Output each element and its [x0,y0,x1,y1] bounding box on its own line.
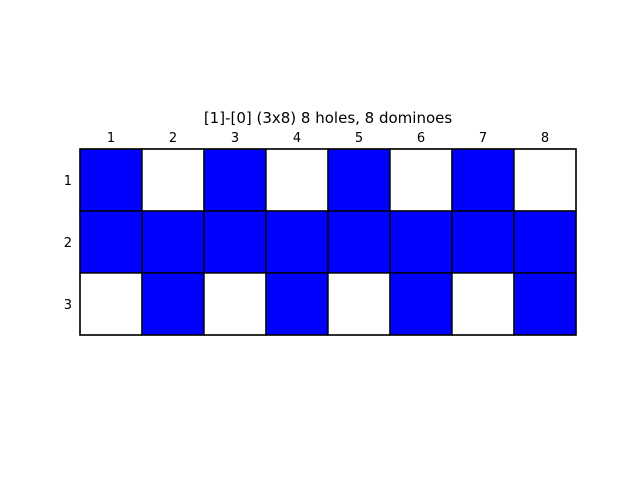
grid-cell-r2-c5 [327,210,391,274]
grid-cell-r3-c1 [79,272,143,336]
grid-cell-r1-c5 [327,148,391,212]
grid-cell-r3-c3 [203,272,267,336]
grid-cell-r1-c3 [203,148,267,212]
row-label: 3 [64,298,72,313]
grid-cell-r2-c7 [451,210,515,274]
grid-cell-r1-c4 [265,148,329,212]
board-frame [79,148,577,336]
column-labels: 1 2 3 4 5 6 7 8 [107,131,549,146]
column-label: 2 [169,131,177,146]
chart-title: [1]-[0] (3x8) 8 holes, 8 dominoes [204,109,453,127]
grid-cell-r1-c8 [513,148,577,212]
column-label: 8 [541,131,549,146]
grid-cell-r1-c7 [451,148,515,212]
grid-cell-r1-c1 [79,148,143,212]
grid-cell-r3-c5 [327,272,391,336]
column-label: 1 [107,131,115,146]
grid-cell-r3-c6 [389,272,453,336]
column-label: 3 [231,131,239,146]
column-label: 4 [293,131,301,146]
row-label: 1 [64,174,72,189]
grid-cell-r2-c2 [141,210,205,274]
column-label: 6 [417,131,425,146]
grid-cell-r2-c8 [513,210,577,274]
grid-cell-r2-c3 [203,210,267,274]
row-label: 2 [64,236,72,251]
grid-cell-r3-c4 [265,272,329,336]
grid-cell-r3-c7 [451,272,515,336]
column-label: 5 [355,131,363,146]
grid-cell-r2-c1 [79,210,143,274]
row-labels: 1 2 3 [64,174,72,313]
grid-cells [79,148,577,336]
grid-cell-r3-c8 [513,272,577,336]
column-label: 7 [479,131,487,146]
grid-cell-r3-c2 [141,272,205,336]
grid-cell-r1-c2 [141,148,205,212]
grid-cell-r2-c4 [265,210,329,274]
grid-cell-r1-c6 [389,148,453,212]
grid-cell-r2-c6 [389,210,453,274]
